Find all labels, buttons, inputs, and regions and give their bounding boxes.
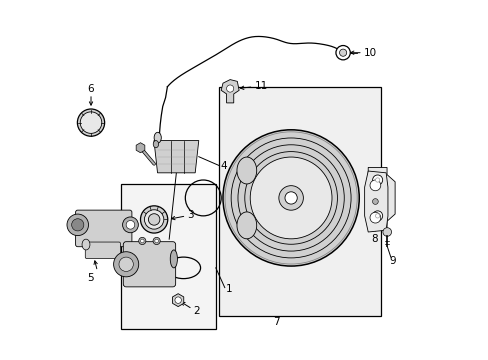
Circle shape	[226, 85, 233, 92]
Ellipse shape	[237, 212, 256, 239]
Circle shape	[155, 239, 158, 243]
Circle shape	[369, 180, 380, 191]
Ellipse shape	[237, 157, 256, 184]
Text: 1: 1	[225, 284, 232, 294]
Circle shape	[148, 214, 160, 225]
Circle shape	[335, 45, 349, 60]
Circle shape	[140, 206, 167, 233]
Text: 5: 5	[86, 273, 93, 283]
Ellipse shape	[154, 132, 161, 143]
Text: 2: 2	[193, 306, 200, 316]
Text: 6: 6	[87, 84, 94, 94]
Text: 9: 9	[388, 256, 395, 266]
Circle shape	[372, 211, 382, 221]
Circle shape	[126, 221, 135, 229]
Circle shape	[113, 252, 139, 277]
Polygon shape	[221, 80, 239, 103]
Circle shape	[372, 175, 382, 185]
Text: 7: 7	[273, 317, 279, 327]
Circle shape	[369, 212, 380, 223]
Ellipse shape	[153, 140, 158, 148]
FancyBboxPatch shape	[123, 242, 175, 287]
Circle shape	[285, 192, 297, 204]
Circle shape	[77, 109, 104, 136]
Circle shape	[375, 214, 379, 218]
Polygon shape	[367, 167, 394, 228]
Bar	[219, 87, 380, 316]
Text: 10: 10	[363, 48, 376, 58]
Circle shape	[140, 239, 144, 243]
Text: 8: 8	[370, 234, 377, 244]
Circle shape	[223, 130, 359, 266]
Text: 4: 4	[220, 161, 226, 171]
Text: 3: 3	[187, 210, 194, 220]
Ellipse shape	[170, 250, 177, 268]
Polygon shape	[154, 140, 198, 173]
Circle shape	[278, 186, 303, 210]
FancyBboxPatch shape	[85, 242, 120, 258]
Circle shape	[80, 112, 102, 134]
Circle shape	[250, 157, 331, 239]
Circle shape	[67, 214, 88, 235]
Text: 11: 11	[254, 81, 267, 91]
Circle shape	[153, 237, 160, 244]
Circle shape	[122, 217, 138, 233]
Circle shape	[144, 210, 163, 229]
Bar	[121, 184, 215, 329]
Circle shape	[175, 297, 181, 303]
Polygon shape	[364, 171, 387, 232]
Circle shape	[382, 228, 391, 236]
Ellipse shape	[82, 239, 90, 250]
Circle shape	[119, 257, 133, 271]
Circle shape	[72, 219, 83, 231]
Circle shape	[339, 49, 346, 56]
Circle shape	[139, 237, 145, 244]
Circle shape	[375, 178, 379, 182]
FancyBboxPatch shape	[76, 210, 132, 247]
Circle shape	[372, 199, 378, 204]
